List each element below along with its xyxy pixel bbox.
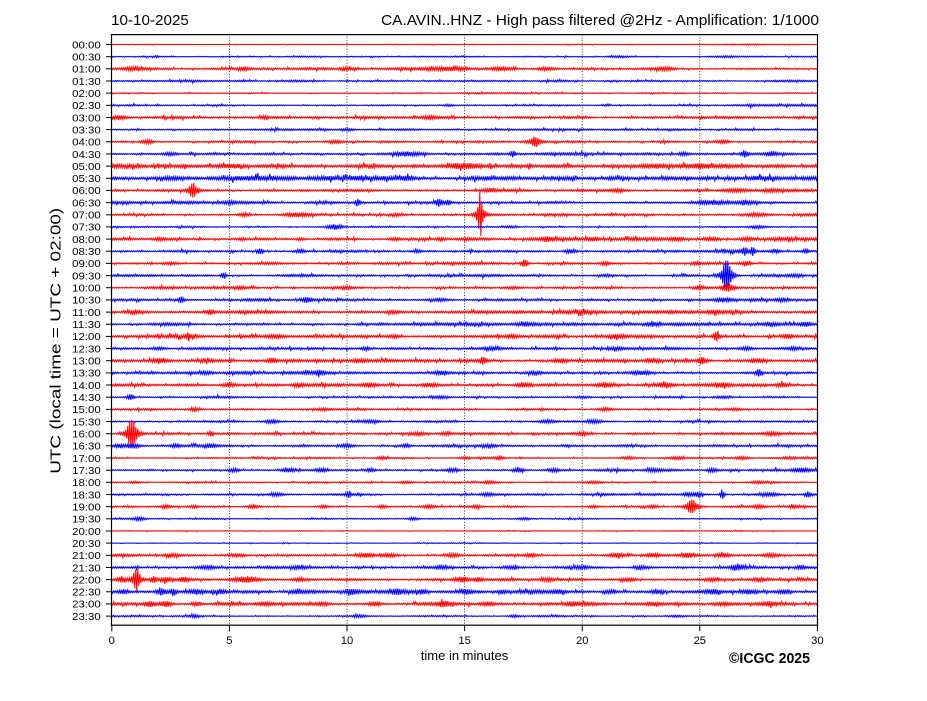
- svg-text:17:30: 17:30: [72, 466, 101, 477]
- svg-text:01:00: 01:00: [72, 65, 101, 76]
- svg-text:16:00: 16:00: [72, 430, 101, 441]
- svg-text:0: 0: [109, 635, 115, 647]
- svg-text:19:00: 19:00: [72, 502, 101, 513]
- svg-text:10-10-2025: 10-10-2025: [111, 13, 189, 29]
- svg-text:04:30: 04:30: [72, 150, 101, 161]
- svg-text:19:30: 19:30: [72, 515, 101, 526]
- svg-text:10:30: 10:30: [72, 296, 101, 307]
- svg-text:09:30: 09:30: [72, 271, 101, 282]
- svg-text:11:00: 11:00: [72, 308, 101, 319]
- svg-text:CA.AVIN..HNZ - High pass filte: CA.AVIN..HNZ - High pass filtered @2Hz -…: [381, 13, 819, 29]
- svg-text:15: 15: [458, 635, 470, 647]
- svg-text:25: 25: [694, 635, 706, 647]
- svg-text:03:30: 03:30: [72, 125, 101, 136]
- svg-text:18:00: 18:00: [72, 478, 101, 489]
- svg-text:02:30: 02:30: [72, 101, 101, 112]
- svg-text:15:30: 15:30: [72, 417, 101, 428]
- svg-text:21:30: 21:30: [72, 563, 101, 574]
- svg-text:5: 5: [226, 635, 232, 647]
- svg-text:23:00: 23:00: [72, 600, 101, 611]
- svg-text:15:00: 15:00: [72, 405, 101, 416]
- svg-text:04:00: 04:00: [72, 138, 101, 149]
- svg-text:09:00: 09:00: [72, 259, 101, 270]
- svg-text:00:30: 00:30: [72, 53, 101, 64]
- svg-text:07:00: 07:00: [72, 211, 101, 222]
- svg-text:05:00: 05:00: [72, 162, 101, 173]
- svg-text:13:30: 13:30: [72, 369, 101, 380]
- svg-text:10:00: 10:00: [72, 284, 101, 295]
- svg-text:22:30: 22:30: [72, 588, 101, 599]
- svg-text:03:00: 03:00: [72, 113, 101, 124]
- svg-text:18:30: 18:30: [72, 490, 101, 501]
- svg-text:13:00: 13:00: [72, 357, 101, 368]
- svg-text:20:00: 20:00: [72, 527, 101, 538]
- svg-text:23:30: 23:30: [72, 612, 101, 623]
- svg-text:22:00: 22:00: [72, 575, 101, 586]
- svg-text:12:00: 12:00: [72, 332, 101, 343]
- svg-text:01:30: 01:30: [72, 77, 101, 88]
- svg-text:06:00: 06:00: [72, 186, 101, 197]
- svg-text:20: 20: [576, 635, 588, 647]
- svg-text:time in minutes: time in minutes: [421, 648, 509, 663]
- svg-text:10: 10: [341, 635, 353, 647]
- svg-text:12:30: 12:30: [72, 344, 101, 355]
- svg-text:UTC (local time = UTC + 02:00): UTC (local time = UTC + 02:00): [49, 208, 65, 474]
- svg-text:©ICGC 2025: ©ICGC 2025: [729, 650, 810, 667]
- svg-text:11:30: 11:30: [72, 320, 101, 331]
- svg-text:30: 30: [811, 635, 823, 647]
- svg-text:00:00: 00:00: [72, 40, 101, 51]
- svg-text:07:30: 07:30: [72, 223, 101, 234]
- svg-text:02:00: 02:00: [72, 89, 101, 100]
- svg-text:17:00: 17:00: [72, 454, 101, 465]
- svg-text:14:00: 14:00: [72, 381, 101, 392]
- svg-text:16:30: 16:30: [72, 442, 101, 453]
- svg-text:08:30: 08:30: [72, 247, 101, 258]
- svg-text:06:30: 06:30: [72, 198, 101, 209]
- svg-text:05:30: 05:30: [72, 174, 101, 185]
- svg-text:08:00: 08:00: [72, 235, 101, 246]
- svg-text:20:30: 20:30: [72, 539, 101, 550]
- svg-text:14:30: 14:30: [72, 393, 101, 404]
- svg-text:21:00: 21:00: [72, 551, 101, 562]
